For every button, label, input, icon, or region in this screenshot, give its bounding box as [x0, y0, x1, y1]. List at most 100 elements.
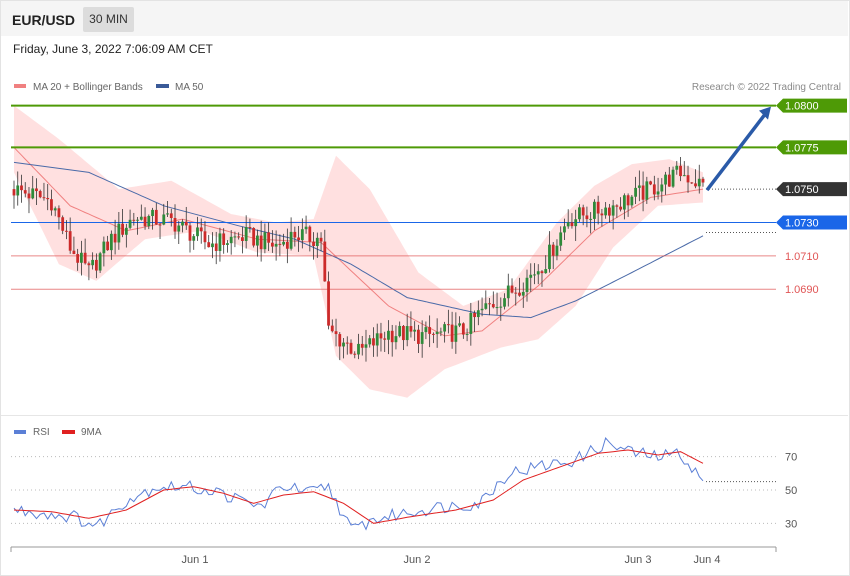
candle-body [38, 191, 42, 198]
candle-body [80, 252, 83, 263]
candle-body [128, 219, 132, 228]
candle-body [267, 232, 271, 243]
candle-body [420, 332, 424, 344]
candle-body [488, 303, 491, 305]
candle-body [604, 207, 608, 216]
candle-body [87, 263, 91, 266]
candle-body [652, 184, 656, 195]
candle-body [697, 178, 701, 187]
level-label-pivot: 1.0730 [785, 217, 819, 229]
candle-body [53, 208, 57, 211]
candle-body [544, 269, 548, 274]
candle-body [102, 241, 106, 254]
candle-body [263, 232, 267, 250]
candle-body [181, 221, 184, 226]
rsi-ma-legend-label: 9MA [81, 427, 102, 438]
rsi-tick-label: 30 [785, 518, 797, 530]
forecast-arrow [705, 110, 769, 192]
rsi-ma-legend-swatch [62, 430, 75, 434]
candle-body [16, 185, 20, 196]
level-tag-resistance [776, 98, 847, 113]
candle-body [293, 231, 297, 238]
timestamp: Friday, June 3, 2022 7:06:09 AM CET [13, 42, 213, 56]
candle-body [387, 330, 390, 340]
candle-body [559, 232, 563, 246]
candle-body [304, 226, 308, 230]
candle-body [458, 323, 462, 326]
level-label-support: 1.0710 [785, 251, 819, 263]
candle-body [57, 208, 61, 218]
candle-body [211, 243, 214, 248]
timeframe-button[interactable]: 30 MIN [83, 7, 134, 32]
candle-body [634, 187, 637, 197]
candle-body [506, 285, 510, 299]
candle-body [300, 229, 304, 241]
candle-body [278, 243, 282, 245]
candle-body [248, 227, 252, 229]
candle-body [31, 188, 35, 199]
candle-body [417, 329, 420, 344]
candle-body [207, 242, 211, 248]
candle-body [368, 338, 372, 345]
rsi-ma-line [13, 449, 704, 524]
candle-body [12, 189, 16, 196]
candle-body [394, 336, 398, 343]
candle-body [431, 333, 435, 335]
candle-body [357, 343, 360, 355]
candle-body [327, 281, 330, 326]
candle-body [405, 326, 409, 341]
candle-body [106, 241, 110, 251]
candle-body [593, 201, 596, 219]
candle-body [323, 241, 327, 282]
candle-body [98, 253, 102, 271]
candle-body [61, 217, 65, 231]
candle-body [379, 333, 383, 339]
candle-body [435, 331, 439, 335]
candle-body [342, 342, 345, 347]
candle-body [637, 185, 641, 188]
candle-body [199, 227, 203, 232]
ma20-legend-label: MA 20 + Bollinger Bands [33, 82, 143, 93]
candle-body [518, 292, 521, 296]
candle-body [297, 237, 300, 241]
candle-body [315, 237, 319, 246]
candle-body [117, 223, 121, 243]
candle-body [473, 312, 476, 318]
time-tick-label: Jun 4 [694, 554, 721, 566]
candle-body [622, 195, 626, 210]
candle-body [446, 324, 450, 326]
candle-body [229, 236, 233, 244]
candle-body [694, 183, 697, 187]
candle-body [548, 244, 551, 270]
candle-body [461, 323, 465, 335]
candle-body [364, 344, 368, 348]
level-label-current: 1.0750 [785, 184, 819, 196]
candle-body [540, 271, 544, 274]
candle-body [480, 308, 484, 311]
candle-body [375, 333, 379, 346]
candle-body [443, 324, 447, 332]
candle-body [94, 259, 98, 271]
candle-body [109, 233, 113, 251]
candle-body [72, 250, 76, 255]
candle-body [626, 195, 630, 206]
candle-body [566, 222, 570, 227]
candle-body [390, 330, 394, 343]
candle-body [330, 325, 334, 332]
candle-body [169, 213, 173, 219]
candle-body [158, 224, 162, 226]
candle-body [91, 259, 95, 266]
candle-body [484, 303, 488, 309]
top-bar: EUR/USD 30 MIN [1, 1, 848, 36]
candle-body [660, 184, 664, 192]
candle-body [50, 199, 53, 211]
candle-body [162, 214, 166, 225]
candle-body [312, 241, 315, 246]
candle-body [600, 213, 604, 216]
candle-body [570, 222, 574, 227]
candle-body [454, 325, 458, 342]
candle-body [555, 245, 559, 256]
candle-body [596, 201, 600, 214]
candle-body [649, 181, 652, 185]
candle-body [274, 243, 278, 247]
